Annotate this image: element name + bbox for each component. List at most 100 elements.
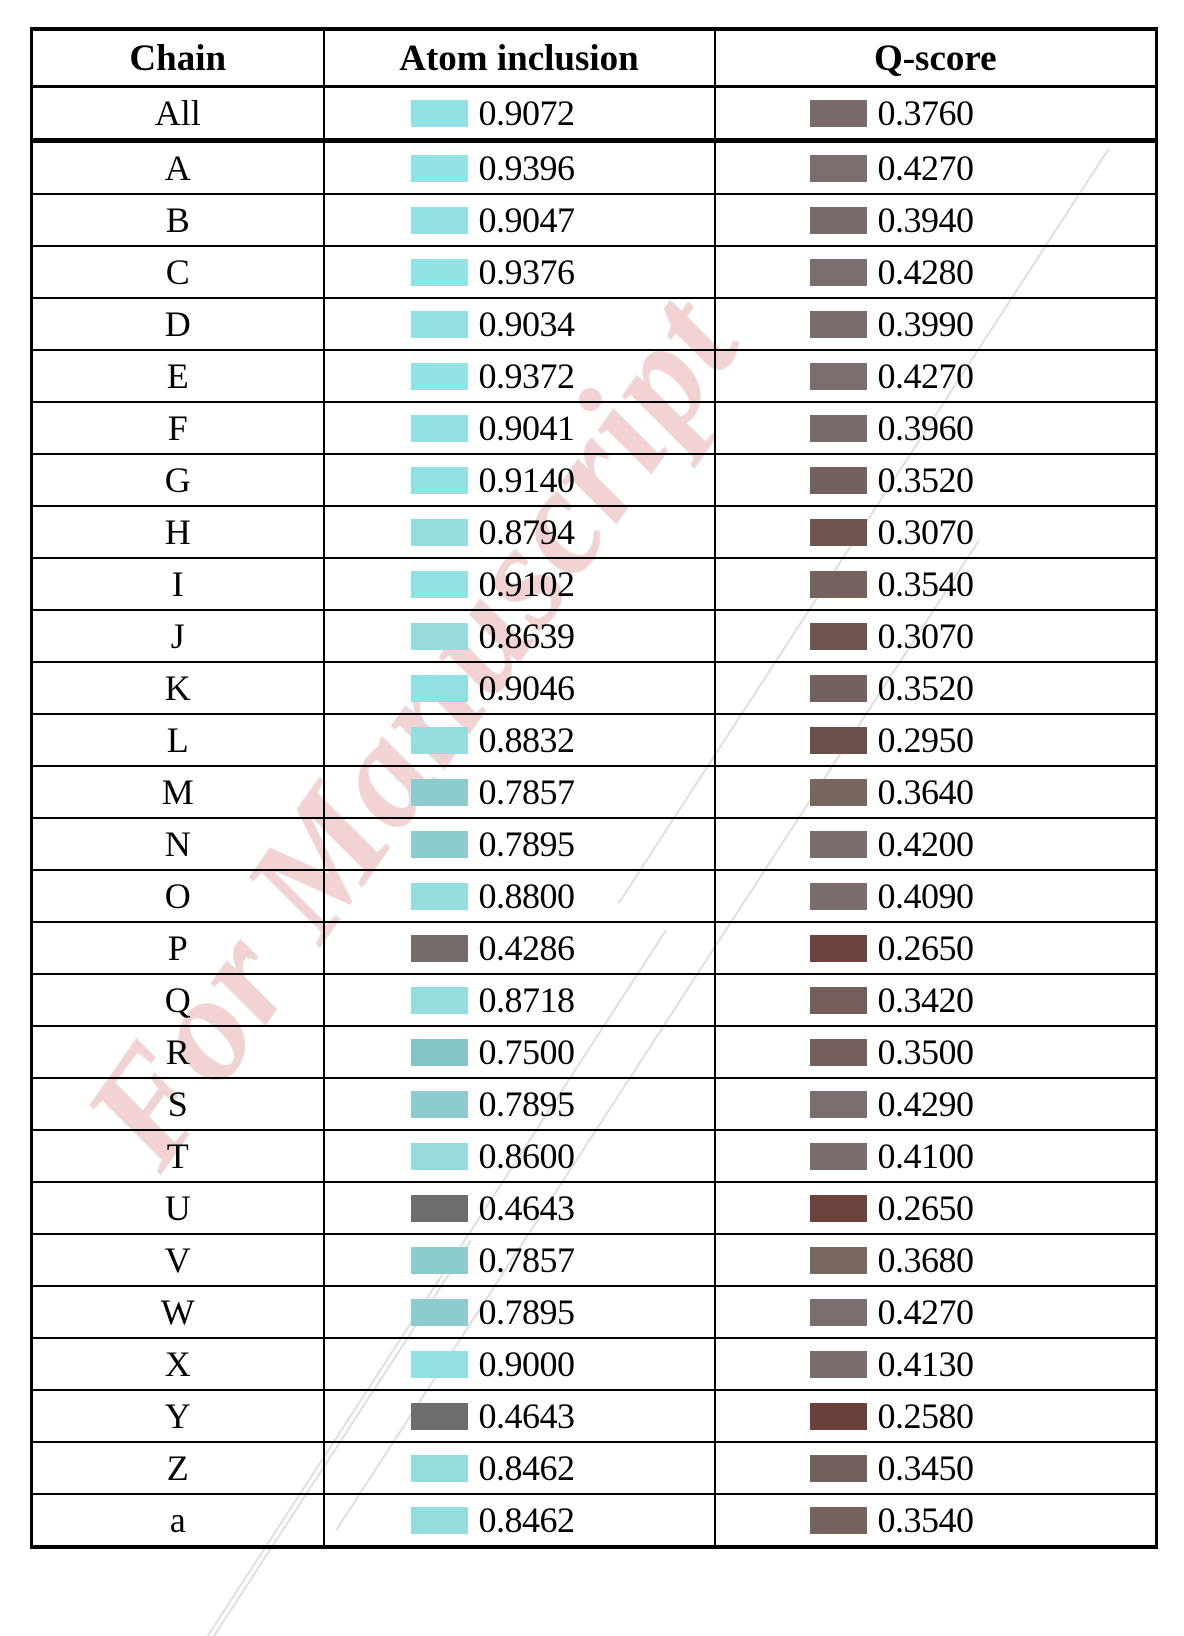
atom-inclusion-color-swatch — [410, 518, 468, 546]
table-row: F 0.9041 0.3960 — [30, 402, 1158, 455]
chain-label: W — [160, 1292, 195, 1332]
q-score-value: 0.3070 — [877, 616, 975, 656]
cell-atom-inclusion: 0.9034 — [322, 298, 716, 351]
cell-q-score: 0.4130 — [713, 1338, 1158, 1391]
q-score-color-swatch — [809, 882, 867, 910]
cell-chain: M — [30, 766, 325, 819]
q-score-color-swatch — [809, 778, 867, 806]
table-row: H 0.8794 0.3070 — [30, 506, 1158, 559]
cell-chain: H — [30, 506, 325, 559]
atom-inclusion-value: 0.9376 — [478, 252, 576, 292]
atom-inclusion-value: 0.9034 — [478, 304, 576, 344]
metrics-table-container: Chain Atom inclusion Q-score All 0.9072 0.… — [30, 27, 1158, 1549]
chain-label: V — [164, 1240, 191, 1280]
chain-metrics-table: Chain Atom inclusion Q-score All 0.9072 0.… — [30, 27, 1158, 1549]
cell-chain: S — [30, 1078, 325, 1131]
q-score-value: 0.3420 — [877, 980, 975, 1020]
table-body: All 0.9072 0.3760 A 0.9396 0.4270 B 0.9047 0.394… — [30, 86, 1158, 1549]
cell-chain: Q — [30, 974, 325, 1027]
cell-atom-inclusion: 0.7895 — [322, 1286, 716, 1339]
cell-atom-inclusion: 0.7857 — [322, 766, 716, 819]
cell-chain: W — [30, 1286, 325, 1339]
table-row: R 0.7500 0.3500 — [30, 1026, 1158, 1079]
cell-chain: K — [30, 662, 325, 715]
atom-inclusion-color-swatch — [410, 1090, 468, 1118]
cell-atom-inclusion: 0.7857 — [322, 1234, 716, 1287]
chain-label: Y — [164, 1396, 191, 1436]
cell-atom-inclusion: 0.9072 — [322, 86, 716, 143]
cell-chain: P — [30, 922, 325, 975]
q-score-color-swatch — [809, 1454, 867, 1482]
chain-label: P — [167, 928, 188, 968]
q-score-value: 0.3540 — [877, 1500, 975, 1540]
cell-chain: X — [30, 1338, 325, 1391]
atom-inclusion-color-swatch — [410, 674, 468, 702]
cell-q-score: 0.3520 — [713, 662, 1158, 715]
atom-inclusion-color-swatch — [410, 934, 468, 962]
chain-label: I — [171, 564, 184, 604]
table-row: C 0.9376 0.4280 — [30, 246, 1158, 299]
chain-label: S — [167, 1084, 188, 1124]
q-score-value: 0.3500 — [877, 1032, 975, 1072]
cell-chain: All — [30, 86, 325, 143]
table-row: U 0.4643 0.2650 — [30, 1182, 1158, 1235]
atom-inclusion-value: 0.7895 — [478, 824, 576, 864]
column-header-atom-inclusion: Atom inclusion — [322, 27, 716, 88]
cell-q-score: 0.2950 — [713, 714, 1158, 767]
atom-inclusion-value: 0.8462 — [478, 1448, 576, 1488]
chain-label: D — [164, 304, 191, 344]
cell-q-score: 0.3420 — [713, 974, 1158, 1027]
atom-inclusion-value: 0.8639 — [478, 616, 576, 656]
q-score-value: 0.3760 — [877, 93, 975, 133]
q-score-color-swatch — [809, 1350, 867, 1378]
cell-q-score: 0.4280 — [713, 246, 1158, 299]
chain-label: N — [164, 824, 191, 864]
q-score-value: 0.4270 — [877, 148, 975, 188]
cell-atom-inclusion: 0.9102 — [322, 558, 716, 611]
q-score-color-swatch — [809, 1142, 867, 1170]
chain-label: J — [170, 616, 185, 656]
q-score-value: 0.4200 — [877, 824, 975, 864]
q-score-color-swatch — [809, 1506, 867, 1534]
chain-label: Z — [166, 1448, 189, 1488]
chain-label: G — [164, 460, 191, 500]
table-row: Z 0.8462 0.3450 — [30, 1442, 1158, 1495]
cell-q-score: 0.3520 — [713, 454, 1158, 507]
cell-atom-inclusion: 0.9041 — [322, 402, 716, 455]
atom-inclusion-color-swatch — [410, 1350, 468, 1378]
q-score-color-swatch — [809, 99, 867, 127]
q-score-value: 0.3540 — [877, 564, 975, 604]
cell-chain: O — [30, 870, 325, 923]
q-score-value: 0.3520 — [877, 668, 975, 708]
q-score-color-swatch — [809, 674, 867, 702]
cell-atom-inclusion: 0.8600 — [322, 1130, 716, 1183]
cell-chain: Z — [30, 1442, 325, 1495]
cell-q-score: 0.4290 — [713, 1078, 1158, 1131]
cell-atom-inclusion: 0.9047 — [322, 194, 716, 247]
cell-atom-inclusion: 0.8800 — [322, 870, 716, 923]
cell-q-score: 0.3960 — [713, 402, 1158, 455]
atom-inclusion-color-swatch — [410, 99, 468, 127]
atom-inclusion-color-swatch — [410, 206, 468, 234]
table-row: D 0.9034 0.3990 — [30, 298, 1158, 351]
chain-label: A — [164, 148, 191, 188]
atom-inclusion-value: 0.7857 — [478, 1240, 576, 1280]
q-score-color-swatch — [809, 1194, 867, 1222]
cell-q-score: 0.3640 — [713, 766, 1158, 819]
q-score-color-swatch — [809, 1090, 867, 1118]
table-row: I 0.9102 0.3540 — [30, 558, 1158, 611]
cell-chain: T — [30, 1130, 325, 1183]
chain-label: K — [164, 668, 191, 708]
chain-label: L — [166, 720, 189, 760]
cell-atom-inclusion: 0.9376 — [322, 246, 716, 299]
cell-chain: Y — [30, 1390, 325, 1443]
q-score-value: 0.3070 — [877, 512, 975, 552]
atom-inclusion-value: 0.8718 — [478, 980, 576, 1020]
cell-atom-inclusion: 0.8718 — [322, 974, 716, 1027]
cell-q-score: 0.3070 — [713, 506, 1158, 559]
q-score-color-swatch — [809, 622, 867, 650]
atom-inclusion-value: 0.8600 — [478, 1136, 576, 1176]
cell-atom-inclusion: 0.8462 — [322, 1494, 716, 1549]
cell-q-score: 0.4270 — [713, 1286, 1158, 1339]
header-row: Chain Atom inclusion Q-score — [30, 27, 1158, 88]
